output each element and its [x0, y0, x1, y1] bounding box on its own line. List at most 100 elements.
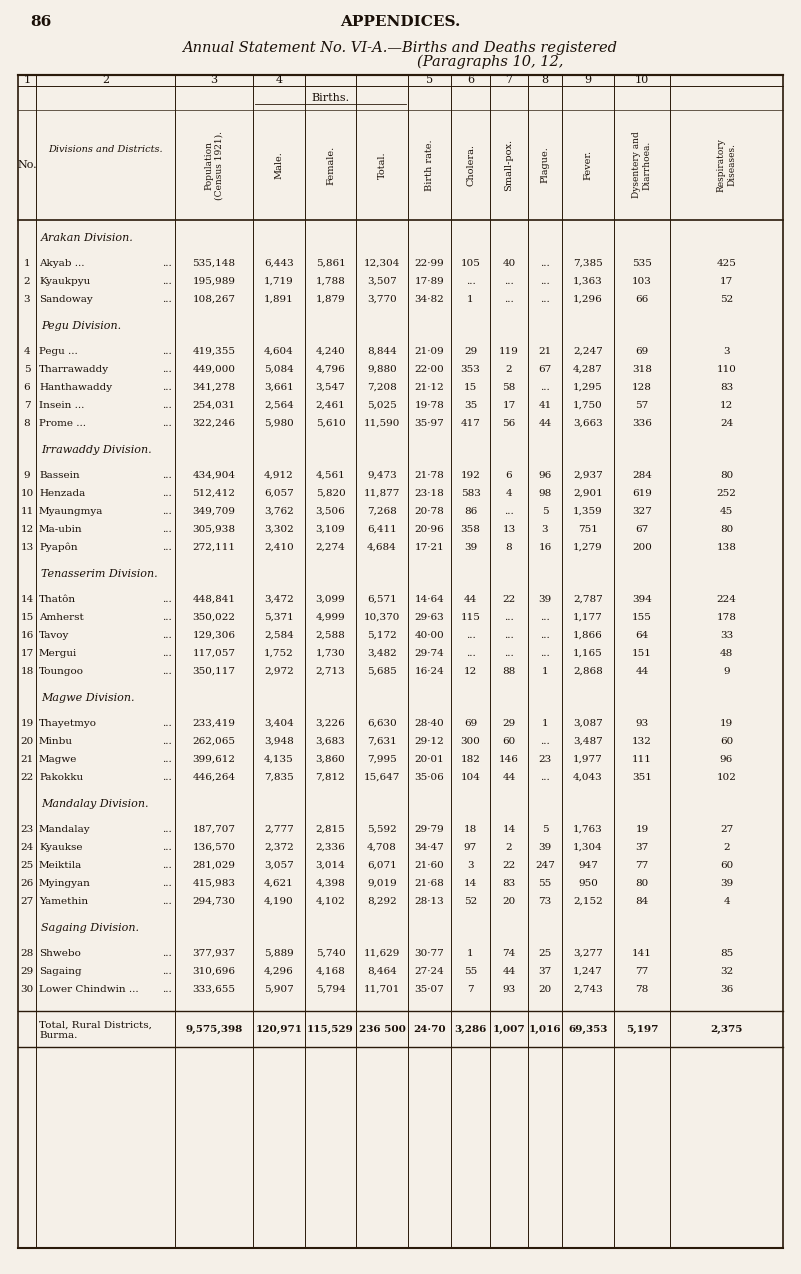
Text: 9,880: 9,880 [367, 364, 396, 373]
Text: 281,029: 281,029 [192, 860, 235, 869]
Text: Pyapôn: Pyapôn [39, 543, 78, 552]
Text: Annual Statement No. VI-A.—Births and Deaths registered: Annual Statement No. VI-A.—Births and De… [183, 41, 618, 55]
Text: 5,084: 5,084 [264, 364, 294, 373]
Text: 8: 8 [24, 418, 30, 428]
Text: 192: 192 [461, 470, 481, 479]
Text: 103: 103 [632, 276, 652, 285]
Text: 69,353: 69,353 [569, 1024, 608, 1033]
Text: 419,355: 419,355 [192, 347, 235, 355]
Text: 96: 96 [720, 754, 733, 763]
Text: Prome ...: Prome ... [39, 418, 86, 428]
Text: 40·00: 40·00 [415, 631, 445, 640]
Text: Tavoy: Tavoy [39, 631, 70, 640]
Text: 15: 15 [20, 613, 34, 622]
Text: 4,287: 4,287 [574, 364, 603, 373]
Text: Male.: Male. [275, 152, 284, 178]
Text: 29·12: 29·12 [415, 736, 445, 745]
Text: 4,621: 4,621 [264, 879, 294, 888]
Text: 7,268: 7,268 [367, 507, 396, 516]
Text: 15,647: 15,647 [364, 772, 400, 781]
Text: 4,135: 4,135 [264, 754, 294, 763]
Text: Yamethin: Yamethin [39, 897, 88, 906]
Text: ...: ... [163, 824, 172, 833]
Text: 138: 138 [717, 543, 736, 552]
Text: 104: 104 [461, 772, 481, 781]
Text: 35·06: 35·06 [415, 772, 445, 781]
Text: 224: 224 [717, 595, 736, 604]
Text: 35·97: 35·97 [415, 418, 445, 428]
Text: 394: 394 [632, 595, 652, 604]
Text: 52: 52 [720, 294, 733, 303]
Text: 3,948: 3,948 [264, 736, 294, 745]
Text: 1: 1 [23, 75, 30, 85]
Text: ...: ... [163, 595, 172, 604]
Text: 17·89: 17·89 [415, 276, 445, 285]
Text: 16: 16 [20, 631, 34, 640]
Text: ...: ... [163, 631, 172, 640]
Text: 33: 33 [720, 631, 733, 640]
Text: 15: 15 [464, 382, 477, 391]
Text: ...: ... [540, 631, 549, 640]
Text: 141: 141 [632, 949, 652, 958]
Text: 5,197: 5,197 [626, 1024, 658, 1033]
Text: 2,410: 2,410 [264, 543, 294, 552]
Text: 252: 252 [717, 488, 736, 498]
Text: 21·09: 21·09 [415, 347, 445, 355]
Text: 7: 7 [24, 400, 30, 409]
Text: 1,752: 1,752 [264, 648, 294, 657]
Text: 2,777: 2,777 [264, 824, 294, 833]
Text: 78: 78 [635, 985, 649, 994]
Text: 115: 115 [461, 613, 481, 622]
Text: 23·18: 23·18 [415, 488, 445, 498]
Text: 3,506: 3,506 [316, 507, 345, 516]
Text: Female.: Female. [326, 145, 335, 185]
Text: 86: 86 [30, 15, 51, 29]
Text: 21·68: 21·68 [415, 879, 445, 888]
Text: 6,571: 6,571 [367, 595, 396, 604]
Text: 28·13: 28·13 [415, 897, 445, 906]
Text: 377,937: 377,937 [192, 949, 235, 958]
Text: Bassein: Bassein [39, 470, 79, 479]
Text: 37: 37 [635, 842, 649, 851]
Text: 5,907: 5,907 [264, 985, 294, 994]
Text: 6: 6 [505, 470, 513, 479]
Text: 32: 32 [720, 967, 733, 976]
Text: 4,561: 4,561 [316, 470, 345, 479]
Text: 19: 19 [635, 824, 649, 833]
Text: 60: 60 [720, 736, 733, 745]
Text: 1,279: 1,279 [574, 543, 603, 552]
Text: 512,412: 512,412 [192, 488, 235, 498]
Text: 86: 86 [464, 507, 477, 516]
Text: 16: 16 [538, 543, 552, 552]
Text: 5,740: 5,740 [316, 949, 345, 958]
Text: 14: 14 [464, 879, 477, 888]
Text: 8: 8 [541, 75, 549, 85]
Text: 60: 60 [720, 860, 733, 869]
Text: 29·79: 29·79 [415, 824, 445, 833]
Text: ...: ... [163, 842, 172, 851]
Text: 11,590: 11,590 [364, 418, 400, 428]
Text: ...: ... [163, 949, 172, 958]
Text: 120,971: 120,971 [256, 1024, 303, 1033]
Text: 83: 83 [502, 879, 516, 888]
Text: 102: 102 [717, 772, 736, 781]
Text: 3: 3 [211, 75, 218, 85]
Text: ...: ... [163, 470, 172, 479]
Text: 74: 74 [502, 949, 516, 958]
Text: ...: ... [540, 772, 549, 781]
Text: ...: ... [163, 860, 172, 869]
Text: Plague.: Plague. [541, 147, 549, 183]
Text: 8,292: 8,292 [367, 897, 396, 906]
Text: ...: ... [465, 648, 475, 657]
Text: 93: 93 [635, 719, 649, 727]
Text: 187,707: 187,707 [192, 824, 235, 833]
Text: 4,604: 4,604 [264, 347, 294, 355]
Text: 6,630: 6,630 [367, 719, 396, 727]
Text: 44: 44 [635, 666, 649, 675]
Text: Irrawaddy Division.: Irrawaddy Division. [41, 445, 151, 455]
Text: 333,655: 333,655 [192, 985, 235, 994]
Text: 69: 69 [464, 719, 477, 727]
Text: 129,306: 129,306 [192, 631, 235, 640]
Text: 44: 44 [502, 772, 516, 781]
Text: 110: 110 [717, 364, 736, 373]
